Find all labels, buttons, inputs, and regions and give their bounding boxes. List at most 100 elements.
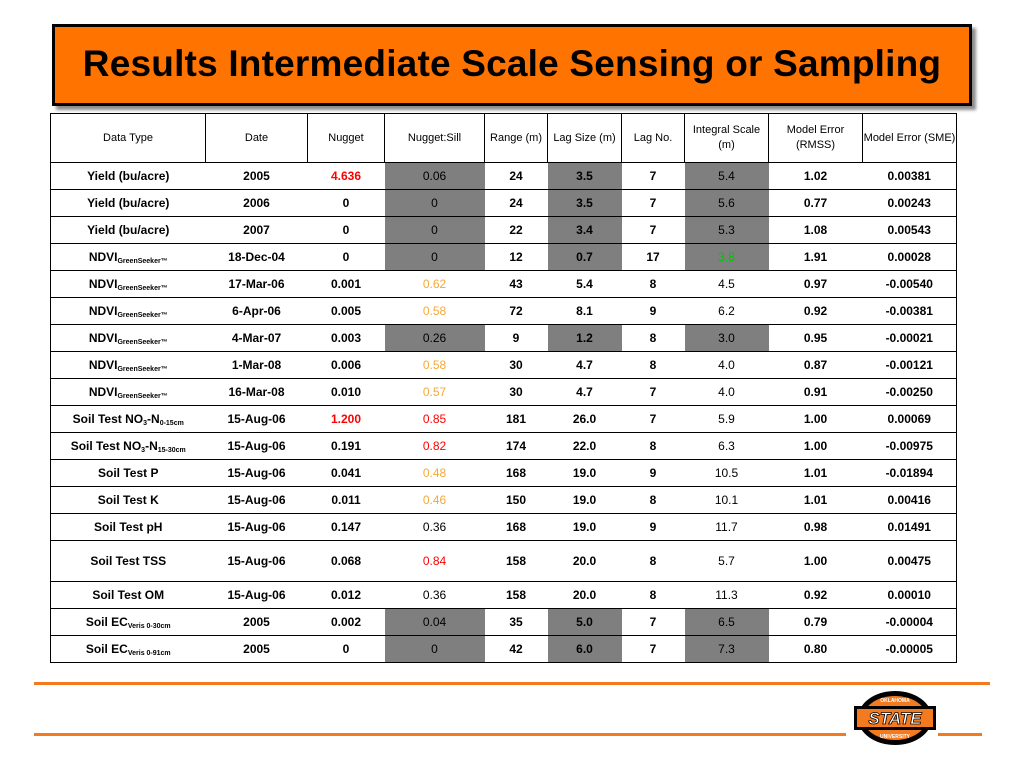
cell-rmss: 1.02 [768,162,863,190]
cell-integral-scale: 4.5 [684,270,769,298]
table-row: NDVIGreenSeeker™ 6-Apr-06 0.005 0.58 72 8.1 9 6… [50,297,957,325]
data-type-subscript: 15-30cm [157,446,186,454]
cell-date: 2007 [205,216,308,244]
cell-sme: 0.00381 [862,162,957,190]
cell-integral-scale: 4.0 [684,378,769,406]
cell-date: 15-Aug-06 [205,581,308,609]
cell-date: 2005 [205,635,308,663]
cell-sme: -0.00381 [862,297,957,325]
cell-sme: 0.00010 [862,581,957,609]
cell-range: 24 [484,189,548,217]
cell-date: 15-Aug-06 [205,432,308,460]
cell-data-type: Soil Test TSS [50,540,206,582]
table-row: NDVIGreenSeeker™ 17-Mar-06 0.001 0.62 43 5.4 8… [50,270,957,298]
cell-range: 168 [484,513,548,541]
cell-range: 30 [484,378,548,406]
cell-range: 43 [484,270,548,298]
data-type-subscript: GreenSeeker™ [117,338,168,346]
cell-integral-scale: 11.7 [684,513,769,541]
cell-sme: -0.00005 [862,635,957,663]
table-row: Soil Test OM 15-Aug-06 0.012 0.36 158 20.0 8 11… [50,581,957,609]
cell-lag-size: 26.0 [547,405,622,433]
cell-nugget-sill: 0.82 [384,432,485,460]
cell-nugget-sill: 0 [384,216,485,244]
cell-nugget-sill: 0.48 [384,459,485,487]
data-type-label: Soil Test P [98,466,159,480]
data-type-label: Yield (bu/acre) [87,223,170,237]
cell-nugget: 0.006 [307,351,385,379]
cell-rmss: 0.77 [768,189,863,217]
cell-lag-no: 8 [621,540,685,582]
cell-lag-no: 7 [621,189,685,217]
osu-logo: OKLAHOMA STATE UNIVERSITY [854,691,936,745]
cell-lag-no: 17 [621,243,685,271]
cell-nugget-sill: 0.36 [384,581,485,609]
cell-date: 6-Apr-06 [205,297,308,325]
data-type-subscript: Veris 0-91cm [127,649,171,657]
cell-range: 168 [484,459,548,487]
cell-nugget-sill: 0.84 [384,540,485,582]
cell-sme: 0.00416 [862,486,957,514]
cell-rmss: 1.00 [768,540,863,582]
cell-lag-size: 6.0 [547,635,622,663]
table-row: Yield (bu/acre) 2007 0 0 22 3.4 7 5.3 1.08 0.0054… [50,216,957,244]
cell-lag-size: 5.4 [547,270,622,298]
cell-lag-no: 8 [621,581,685,609]
table-row: Soil Test P 15-Aug-06 0.041 0.48 168 19.0 9 10.… [50,459,957,487]
cell-date: 16-Mar-08 [205,378,308,406]
cell-rmss: 1.08 [768,216,863,244]
cell-date: 17-Mar-06 [205,270,308,298]
cell-sme: 0.01491 [862,513,957,541]
cell-integral-scale: 3.0 [684,324,769,352]
cell-integral-scale: 5.9 [684,405,769,433]
data-type-tail: -N [145,438,158,453]
cell-lag-size: 3.4 [547,216,622,244]
cell-rmss: 1.01 [768,459,863,487]
data-type-subscript: GreenSeeker™ [117,311,168,319]
table-row: Yield (bu/acre) 2006 0 0 24 3.5 7 5.6 0.77 0.0024… [50,189,957,217]
cell-sme: 0.00543 [862,216,957,244]
col-header: Model Error (RMSS) [768,113,863,163]
cell-data-type: Soil Test OM [50,581,206,609]
cell-rmss: 0.97 [768,270,863,298]
table-row: Soil Test K 15-Aug-06 0.011 0.46 150 19.0 8 10.… [50,486,957,514]
cell-integral-scale: 7.3 [684,635,769,663]
cell-rmss: 1.91 [768,243,863,271]
cell-integral-scale: 5.7 [684,540,769,582]
cell-rmss: 0.87 [768,351,863,379]
cell-nugget-sill: 0.06 [384,162,485,190]
col-header: Integral Scale (m) [684,113,769,163]
table-row: NDVIGreenSeeker™ 4-Mar-07 0.003 0.26 9 1.2 8 3.… [50,324,957,352]
col-header: Lag No. [621,113,685,163]
cell-data-type: Soil ECVeris 0-91cm [50,635,206,663]
table-row: Soil Test NO3-N15-30cm 15-Aug-06 0.191 0.82… [50,432,957,460]
cell-lag-no: 7 [621,405,685,433]
cell-range: 174 [484,432,548,460]
cell-lag-no: 9 [621,297,685,325]
cell-date: 15-Aug-06 [205,513,308,541]
cell-data-type: Yield (bu/acre) [50,189,206,217]
cell-sme: -0.00004 [862,608,957,636]
table-row: NDVIGreenSeeker™ 16-Mar-08 0.010 0.57 30 4.7 7… [50,378,957,406]
data-type-label: NDVI [88,330,118,345]
cell-data-type: NDVIGreenSeeker™ [50,297,206,325]
cell-range: 158 [484,540,548,582]
cell-sme: -0.01894 [862,459,957,487]
data-type-label: Soil Test K [97,493,159,507]
cell-lag-no: 7 [621,216,685,244]
cell-nugget-sill: 0.57 [384,378,485,406]
col-header: Nugget [307,113,385,163]
cell-lag-no: 9 [621,459,685,487]
col-header: Date [205,113,308,163]
cell-date: 4-Mar-07 [205,324,308,352]
cell-nugget-sill: 0 [384,243,485,271]
data-type-label: Soil Test OM [92,588,165,602]
cell-date: 2005 [205,608,308,636]
cell-date: 15-Aug-06 [205,486,308,514]
cell-range: 150 [484,486,548,514]
cell-sme: -0.00540 [862,270,957,298]
cell-rmss: 1.00 [768,432,863,460]
cell-lag-size: 8.1 [547,297,622,325]
data-type-label: NDVI [88,384,118,399]
results-table: Data Type Date Nugget Nugget:Sill Range … [50,113,957,663]
